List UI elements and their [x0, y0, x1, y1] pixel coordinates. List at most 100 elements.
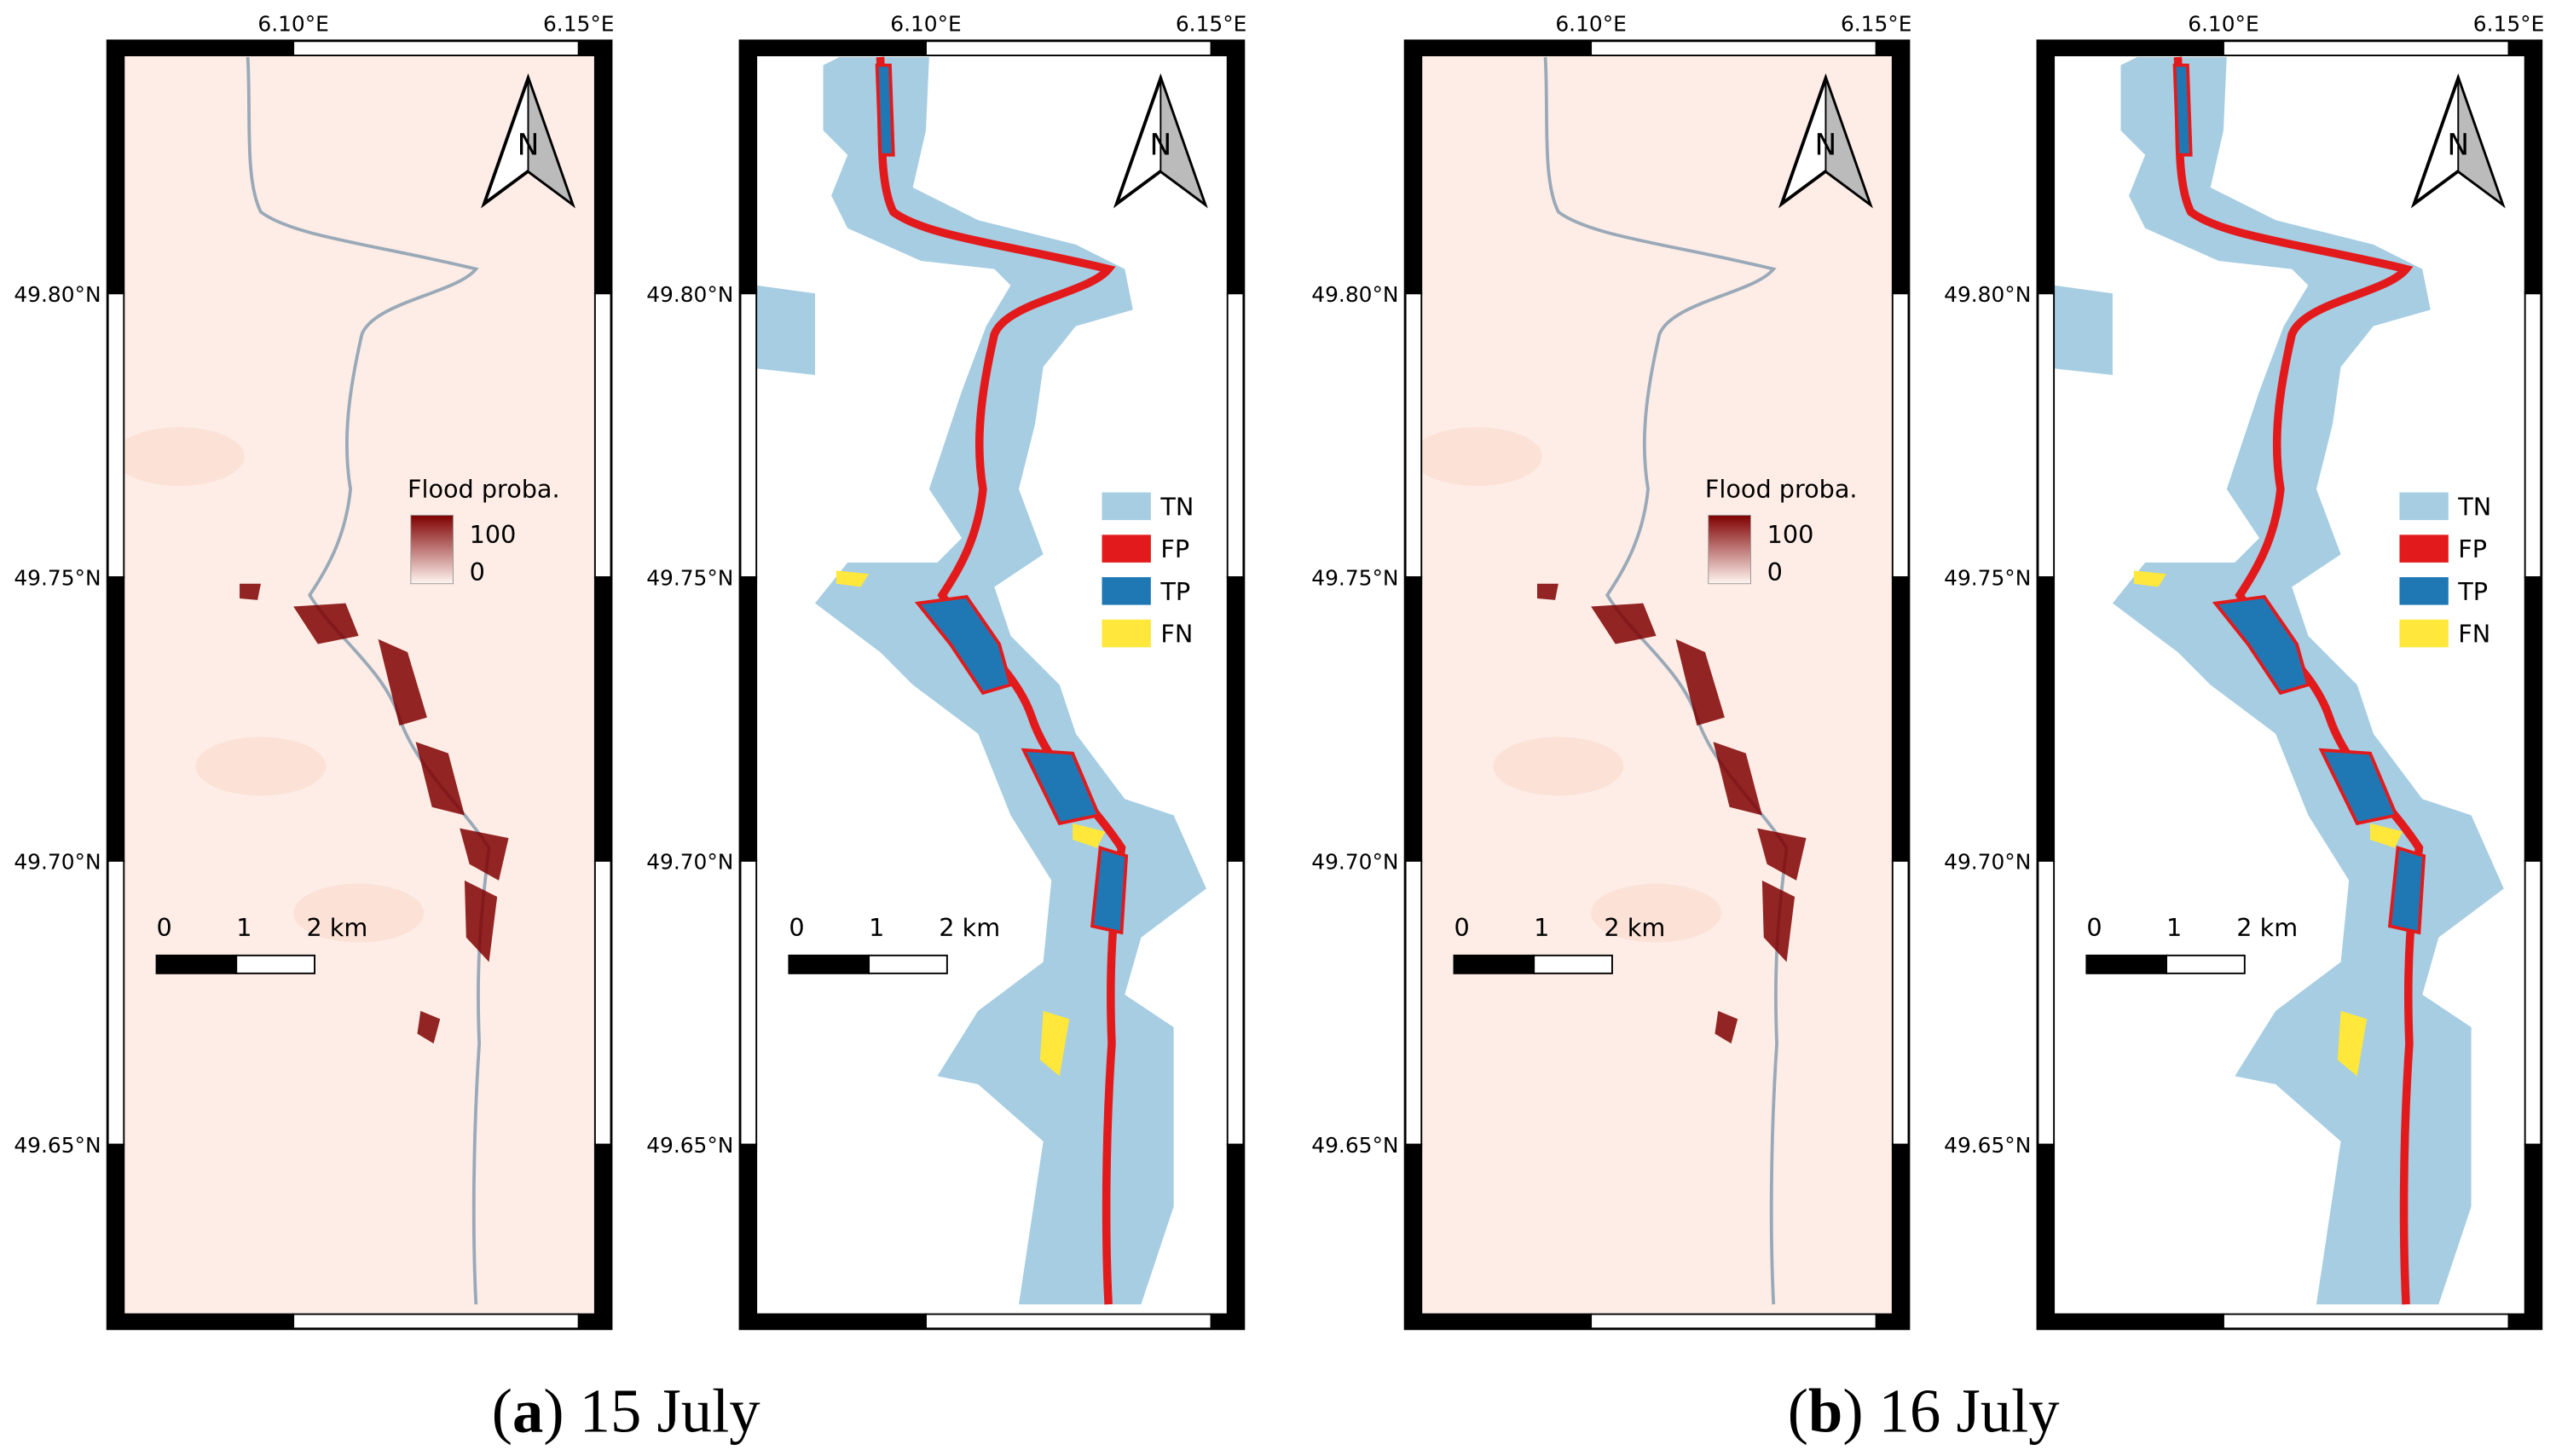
- low-probability-area: [293, 883, 425, 943]
- frame-strip: [107, 39, 295, 56]
- flood-area: [240, 583, 261, 600]
- frame-strip: [107, 1143, 125, 1330]
- flood-area: [417, 1010, 441, 1044]
- north-label: N: [1815, 129, 1837, 163]
- map-area: [124, 55, 595, 1314]
- frame-strip: [1404, 576, 1423, 862]
- frame-strip: [107, 1313, 295, 1330]
- true-positive-area: [1090, 846, 1129, 935]
- scale-bar-segment: [2166, 954, 2246, 974]
- latitude-label: 49.75°N: [1311, 566, 1398, 591]
- map-frame: [738, 39, 1246, 1331]
- legend-label: TN: [1159, 492, 1194, 521]
- latitude-label: 49.70°N: [1944, 849, 2031, 874]
- frame-strip: [2037, 39, 2056, 295]
- scale-bar-label: 2 km: [306, 913, 367, 942]
- legend-swatch: [1102, 577, 1151, 605]
- false-negative-area: [2370, 823, 2403, 848]
- true-positive-area: [2172, 63, 2193, 157]
- frame-strip: [292, 39, 580, 56]
- flood-area: [1713, 742, 1762, 816]
- false-negative-area: [2133, 570, 2167, 587]
- low-probability-area: [1591, 883, 1722, 943]
- scale-bar-label: 1: [1534, 913, 1549, 942]
- north-label: N: [1149, 129, 1171, 163]
- false-negative-area: [1073, 823, 1106, 848]
- longitude-label: 6.15°E: [2473, 11, 2544, 36]
- scale-bar-segment: [1533, 954, 1613, 974]
- north-arrow-shade: [1824, 78, 1871, 206]
- scale-bar-label: 1: [869, 913, 884, 942]
- scale-bar-label: 0: [789, 913, 804, 942]
- frame-strip: [2524, 292, 2542, 579]
- frame-strip: [1404, 39, 1593, 56]
- frame-strip: [1226, 859, 1245, 1146]
- flood-area: [1537, 583, 1558, 600]
- scale-bar-segment: [235, 954, 315, 974]
- latitude-label: 49.65°N: [1311, 1133, 1398, 1158]
- legend-title: Flood proba.: [1705, 474, 1858, 503]
- caption: (a) 15 July: [492, 1376, 760, 1445]
- frame-strip: [2524, 1143, 2542, 1330]
- frame-strip: [925, 1313, 1212, 1330]
- flood-area: [293, 603, 359, 644]
- low-probability-area: [1493, 737, 1624, 796]
- longitude-label: 6.10°E: [257, 11, 328, 36]
- map-panel: 6.10°E 6.15°E 49.80°N 49.75°N 49.70°N 49.65°N…: [1944, 11, 2544, 1331]
- true-positive-area: [914, 594, 1013, 696]
- frame-strip: [2507, 39, 2542, 56]
- scale-bar-segment: [788, 954, 870, 974]
- latitude-label: 49.75°N: [646, 566, 733, 591]
- latitude-label: 49.70°N: [646, 849, 733, 874]
- caption: (b) 16 July: [1788, 1376, 2061, 1445]
- frame-strip: [107, 292, 125, 579]
- frame-strip: [2037, 859, 2056, 1146]
- frame-strip: [1226, 292, 1245, 579]
- latitude-label: 49.65°N: [646, 1133, 733, 1158]
- caption-part: b: [1808, 1376, 1842, 1445]
- low-probability-area: [1411, 427, 1542, 486]
- frame-strip: [107, 576, 125, 862]
- north-label: N: [518, 129, 540, 163]
- legend-title: Flood proba.: [408, 474, 560, 503]
- frame-strip: [1875, 1313, 1910, 1330]
- frame-strip: [1210, 1313, 1245, 1330]
- true-positive-area: [2387, 846, 2426, 935]
- false-positive-river: [876, 56, 1126, 1305]
- frame-strip: [1875, 39, 1910, 56]
- north-arrow-shade: [527, 78, 575, 206]
- true-positive-area: [2318, 748, 2399, 826]
- scale-bar-label: 2 km: [1604, 913, 1665, 942]
- latitude-label: 49.70°N: [14, 849, 101, 874]
- legend-label: FN: [2458, 620, 2490, 649]
- legend-label: TP: [2457, 577, 2488, 606]
- frame-strip: [577, 39, 612, 56]
- legend-colorbar: [410, 514, 454, 585]
- latitude-label: 49.80°N: [1944, 282, 2031, 307]
- legend-swatch: [1102, 492, 1151, 521]
- frame-strip: [2037, 39, 2224, 56]
- legend-label: 0: [1767, 558, 1783, 586]
- frame-strip: [1891, 1143, 1910, 1330]
- frame-strip: [1891, 859, 1910, 1146]
- latitude-label: 49.70°N: [1311, 849, 1398, 874]
- false-negative-area: [2337, 1010, 2368, 1077]
- frame-strip: [2222, 39, 2510, 56]
- frame-strip: [739, 39, 758, 295]
- legend-label: 100: [470, 520, 517, 549]
- caption-part: a: [512, 1376, 543, 1445]
- river: [1543, 56, 1789, 1305]
- frame-strip: [2524, 576, 2542, 862]
- true-positive-area: [1021, 748, 1102, 826]
- map-panel: 6.10°E 6.15°E 49.80°N 49.75°N 49.70°N 49.65°N…: [14, 11, 614, 1331]
- longitude-label: 6.15°E: [543, 11, 614, 36]
- scale-bar-label: 2 km: [2236, 913, 2298, 942]
- map-area: [1421, 55, 1893, 1314]
- frame-strip: [2222, 1313, 2510, 1330]
- legend-swatch: [2399, 492, 2449, 521]
- legend-label: 0: [470, 558, 485, 586]
- north-arrow-shade: [1159, 78, 1206, 206]
- frame-strip: [739, 1313, 927, 1330]
- true-negative-area: [2054, 285, 2113, 375]
- legend-label: 100: [1767, 520, 1814, 549]
